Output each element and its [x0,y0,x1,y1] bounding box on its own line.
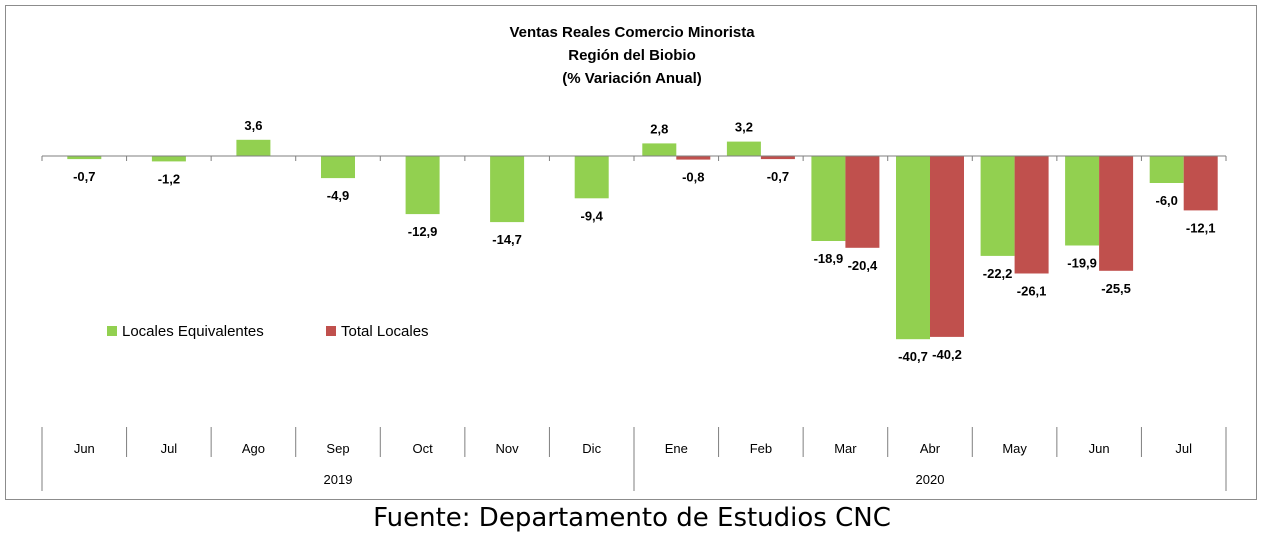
data-label-total-locales-11: -26,1 [1017,283,1047,298]
chart-title-line-3: (% Variación Anual) [562,70,701,87]
bar-locales-equivalentes-12 [1065,156,1100,246]
bar-locales-equivalentes-0 [67,156,102,160]
data-labels-layer: -0,7 -1,2 3,6 -4,9 -12,9 -14,7 -9,4 2,8 -0,8 3,2 -… [73,118,1215,364]
chart-title: Ventas Reales Comercio Minorista Región … [509,24,755,87]
legend: Locales Equivalentes Total Locales [107,323,429,340]
category-label-8: Feb [750,441,772,456]
category-label-5: Nov [496,441,520,456]
bar-total-locales-11 [1014,156,1049,274]
data-label-total-locales-12: -25,5 [1101,281,1131,296]
category-label-10: Abr [920,441,941,456]
data-label-locales-equivalentes-7: 2,8 [650,121,668,136]
legend-swatch-locales-equivalentes [107,326,117,336]
bar-total-locales-12 [1099,156,1134,271]
category-label-9: Mar [834,441,857,456]
category-label-3: Sep [326,441,349,456]
data-label-total-locales-13: -12,1 [1186,220,1216,235]
axis-layer: Jun Jul Ago Sep Oct Nov Dic Ene Feb Mar Abr May Jun J… [41,155,1227,491]
legend-label-locales-equivalentes: Locales Equivalentes [122,323,264,340]
data-label-locales-equivalentes-10: -40,7 [898,349,928,364]
category-label-1: Jul [161,441,178,456]
data-label-locales-equivalentes-5: -14,7 [492,232,522,247]
category-label-6: Dic [582,441,601,456]
bar-locales-equivalentes-10 [896,156,930,340]
legend-label-total-locales: Total Locales [341,323,429,340]
chart-title-line-1: Ventas Reales Comercio Minorista [509,24,755,41]
category-label-12: Jun [1089,441,1110,456]
bar-locales-equivalentes-2 [236,139,271,156]
bar-chart: Ventas Reales Comercio Minorista Región … [41,24,1227,491]
data-label-locales-equivalentes-8: 3,2 [735,120,753,135]
bar-locales-equivalentes-1 [151,156,186,162]
data-label-locales-equivalentes-6: -9,4 [580,208,603,223]
data-label-locales-equivalentes-11: -22,2 [983,266,1013,281]
data-label-locales-equivalentes-3: -4,9 [327,188,349,203]
data-label-total-locales-7: -0,8 [682,170,704,185]
year-label-0: 2019 [324,472,353,487]
source-note: Fuente: Departamento de Estudios CNC [373,503,891,533]
category-label-4: Oct [412,441,433,456]
bar-locales-equivalentes-7 [642,143,677,156]
data-label-locales-equivalentes-1: -1,2 [158,171,180,186]
data-label-locales-equivalentes-0: -0,7 [73,169,95,184]
category-label-7: Ene [665,441,688,456]
chart-title-line-2: Región del Biobio [568,47,696,64]
bar-locales-equivalentes-8 [726,141,761,156]
chart-frame: Ventas Reales Comercio Minorista Región … [5,5,1257,500]
category-label-11: May [1002,441,1027,456]
data-label-total-locales-10: -40,2 [932,347,962,362]
data-label-locales-equivalentes-9: -18,9 [814,251,844,266]
bar-locales-equivalentes-6 [574,156,609,199]
category-label-0: Jun [74,441,95,456]
bar-total-locales-9 [845,156,880,248]
data-label-total-locales-8: -0,7 [767,169,789,184]
legend-swatch-total-locales [326,326,336,336]
bar-locales-equivalentes-3 [321,156,355,179]
bar-total-locales-10 [930,156,964,337]
data-label-locales-equivalentes-12: -19,9 [1067,256,1097,271]
bar-locales-equivalentes-13 [1149,156,1184,183]
bar-locales-equivalentes-4 [405,156,440,215]
bar-locales-equivalentes-5 [490,156,525,223]
bar-total-locales-8 [760,156,795,160]
year-label-1: 2020 [916,472,945,487]
bar-locales-equivalentes-11 [980,156,1015,256]
data-label-locales-equivalentes-2: 3,6 [244,118,262,133]
category-label-13: Jul [1175,441,1192,456]
bars-layer [67,139,1218,340]
data-label-locales-equivalentes-4: -12,9 [408,224,438,239]
bar-total-locales-7 [676,156,711,160]
data-label-total-locales-9: -20,4 [848,258,878,273]
category-label-2: Ago [242,441,265,456]
bar-locales-equivalentes-9 [811,156,846,241]
bar-total-locales-13 [1183,156,1218,211]
data-label-locales-equivalentes-13: -6,0 [1155,193,1177,208]
